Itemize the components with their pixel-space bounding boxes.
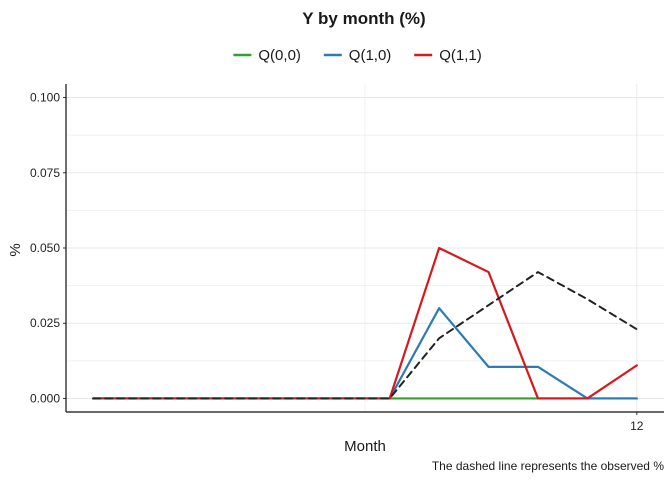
legend-label: Q(0,0) (258, 47, 301, 64)
y-tick-label: 0.100 (30, 91, 60, 105)
y-axis-ticks: 0.000 0.025 0.050 0.075 0.100 (30, 91, 66, 405)
x-axis-title: Month (344, 438, 386, 455)
y-tick-label: 0.025 (30, 316, 60, 330)
series-layer (92, 246, 638, 400)
y-tick-label: 0.075 (30, 166, 60, 180)
axes (65, 84, 664, 413)
y-axis-title: % (7, 243, 24, 256)
chart-title: Y by month (%) (302, 9, 425, 28)
grid (66, 84, 664, 412)
y-tick-label: 0.050 (30, 241, 60, 255)
legend-label: Q(1,1) (439, 47, 482, 64)
x-tick-label: 12 (630, 419, 644, 433)
observed-series-line (92, 271, 638, 400)
x-axis-ticks: 12 (630, 412, 644, 433)
legend: Q(0,0) Q(1,0) Q(1,1) (233, 47, 482, 64)
legend-label: Q(1,0) (349, 47, 392, 64)
y-tick-label: 0.000 (30, 391, 60, 405)
chart-caption: The dashed line represents the observed … (432, 459, 664, 473)
